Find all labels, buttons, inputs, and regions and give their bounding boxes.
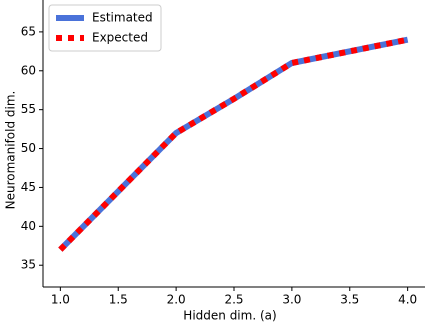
y-axis-label: Neuromanifold dim.	[4, 91, 18, 210]
x-tick-label: 1.0	[51, 293, 70, 307]
series-line	[58, 36, 409, 252]
y-tick-label: 60	[21, 63, 36, 77]
series-line	[58, 36, 409, 252]
x-tick-label: 4.0	[398, 293, 417, 307]
y-tick-label: 40	[21, 219, 36, 233]
y-tick-label: 45	[21, 180, 36, 194]
y-tick-label: 50	[21, 141, 36, 155]
x-tick-label: 3.5	[340, 293, 359, 307]
x-tick-label: 3.0	[282, 293, 301, 307]
y-tick-label: 65	[21, 24, 36, 38]
x-tick-label: 1.5	[109, 293, 128, 307]
x-tick-label: 2.5	[224, 293, 243, 307]
legend-label: Estimated	[92, 11, 153, 25]
y-tick-label: 35	[21, 258, 36, 272]
x-axis-label: Hidden dim. (a)	[183, 309, 276, 323]
legend-label: Expected	[92, 31, 148, 45]
x-tick-label: 2.0	[167, 293, 186, 307]
y-tick-label: 55	[21, 102, 36, 116]
